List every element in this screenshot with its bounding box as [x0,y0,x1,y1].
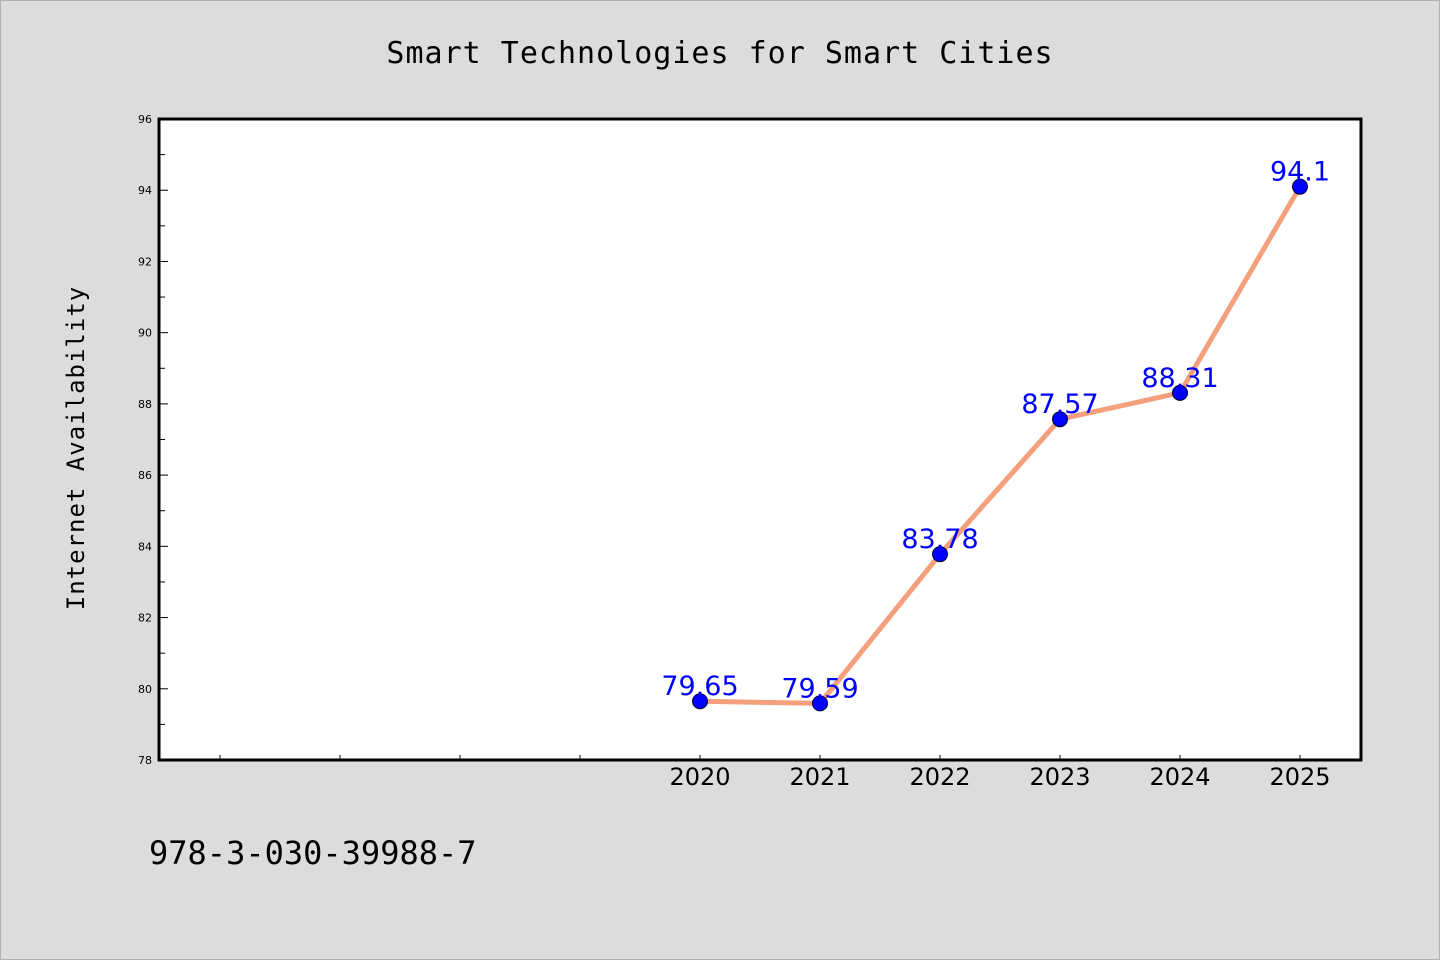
y-tick-label: 88 [138,398,152,411]
chart-title: Smart Technologies for Smart Cities [386,36,1053,71]
y-tick-label: 90 [138,327,152,340]
data-label: 88.31 [1141,363,1218,394]
y-tick-label: 96 [138,113,152,126]
y-tick-label: 94 [138,184,152,197]
data-point-marker [812,695,828,712]
y-tick-label: 92 [138,255,152,268]
y-tick-label: 84 [138,540,152,553]
data-label: 87.57 [1021,389,1098,420]
x-tick-label: 2025 [1269,763,1330,791]
data-point-marker [692,693,708,710]
data-markers [692,178,1308,712]
x-tick-label: 2024 [1149,763,1210,791]
data-labels: 79.65 79.59 83.78 87.57 88.31 94.1 [661,157,1330,705]
data-label: 94.1 [1270,157,1330,188]
x-tick-label: 2021 [789,763,850,791]
x-tick-label: 2020 [669,763,730,791]
data-label: 79.65 [661,671,738,702]
footer-code: 978-3-030-39988-7 [149,834,477,872]
x-tick-label: 2022 [909,763,970,791]
x-tick-label: 2023 [1029,763,1090,791]
y-axis-label: Internet Availability [62,286,90,610]
y-tick-label: 80 [138,683,152,696]
data-point-marker [1292,178,1308,195]
data-point-marker [932,546,948,563]
x-axis-ticks: 2020 2021 2022 2023 2024 2025 [219,755,1331,791]
y-tick-label: 82 [138,612,152,625]
data-point-marker [1052,411,1068,428]
data-label: 83.78 [901,524,978,555]
data-label: 79.59 [781,673,858,704]
series-line [697,184,1303,706]
y-tick-label: 78 [138,754,152,767]
plot-area [157,117,1363,762]
y-tick-label: 86 [138,469,152,482]
series-line-group [697,184,1303,706]
y-axis-ticks: 78 80 82 84 86 88 90 92 94 96 [138,113,168,767]
data-point-marker [1172,384,1188,401]
